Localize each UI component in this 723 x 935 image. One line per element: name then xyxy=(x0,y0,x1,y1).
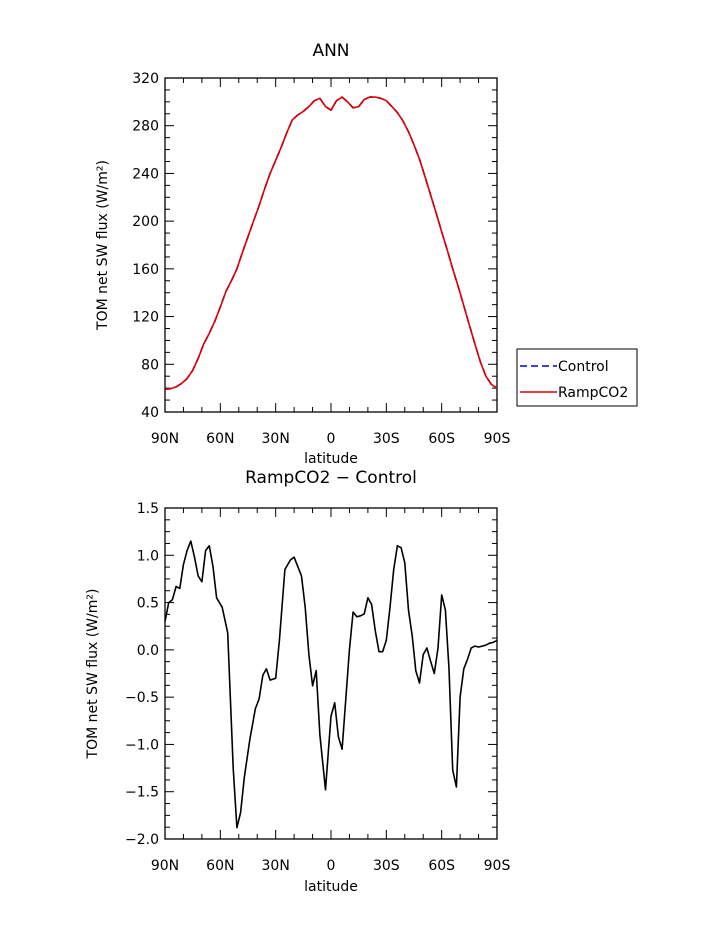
legend-label-rampco2: RampCO2 xyxy=(558,385,628,401)
y-tick-label: 320 xyxy=(132,71,159,87)
x-tick-label: 0 xyxy=(327,858,336,874)
x-tick-label: 60S xyxy=(428,431,455,447)
chart-title: ANN xyxy=(312,41,349,61)
x-tick-label: 90N xyxy=(151,858,179,874)
x-tick-label: 60S xyxy=(428,858,455,874)
legend: Control RampCO2 xyxy=(516,348,638,407)
y-tick-label: 80 xyxy=(141,357,159,373)
y-tick-label: 0.5 xyxy=(137,596,159,612)
y-tick-label: 280 xyxy=(132,119,159,135)
y-tick-label: 1.0 xyxy=(137,548,159,564)
x-tick-label: 30S xyxy=(373,858,400,874)
y-tick-label: −1.5 xyxy=(125,785,159,801)
x-tick-label: 30N xyxy=(262,858,290,874)
y-tick-label: 40 xyxy=(141,405,159,421)
series-line-rampco2 xyxy=(164,96,498,391)
y-tick-label: 120 xyxy=(132,310,159,326)
y-axis-label: TOM net SW flux (W/m²) xyxy=(85,589,101,760)
x-tick-label: 60N xyxy=(206,431,234,447)
legend-label-control: Control xyxy=(558,359,609,375)
plot-frame xyxy=(164,507,498,840)
chart-panel-2: RampCO2 − Control 90N 60N 30N 0 30S 60S 90S −2.0… xyxy=(85,468,510,895)
y-tick-label: 1.5 xyxy=(137,501,159,517)
y-tick-label: −1.0 xyxy=(125,737,159,753)
y-tick-label: 200 xyxy=(132,214,159,230)
x-tick-label: 90S xyxy=(484,431,511,447)
series-line-control xyxy=(164,96,498,391)
y-tick-label: 240 xyxy=(132,166,159,182)
y-tick-label: 160 xyxy=(132,262,159,278)
y-axis-label: TOM net SW flux (W/m²) xyxy=(95,160,111,331)
x-axis-label: latitude xyxy=(304,879,358,895)
x-tick-label: 90S xyxy=(484,858,511,874)
x-tick-label: 60N xyxy=(206,858,234,874)
y-tick-label: −0.5 xyxy=(125,690,159,706)
series-line-difference xyxy=(164,540,498,829)
plot-frame xyxy=(164,77,498,413)
chart-title: RampCO2 − Control xyxy=(245,468,417,488)
x-tick-label: 30N xyxy=(262,431,290,447)
x-tick-label: 90N xyxy=(151,431,179,447)
y-tick-label: 0.0 xyxy=(137,643,159,659)
x-tick-label: 0 xyxy=(327,431,336,447)
y-tick-label: −2.0 xyxy=(125,832,159,848)
x-tick-label: 30S xyxy=(373,431,400,447)
x-axis-label: latitude xyxy=(304,451,358,467)
legend-box xyxy=(516,348,638,407)
chart-panel-1: ANN 90N 60N 30N 0 30S 60S 90S 40 80 120 160 200 240 28… xyxy=(95,41,638,467)
